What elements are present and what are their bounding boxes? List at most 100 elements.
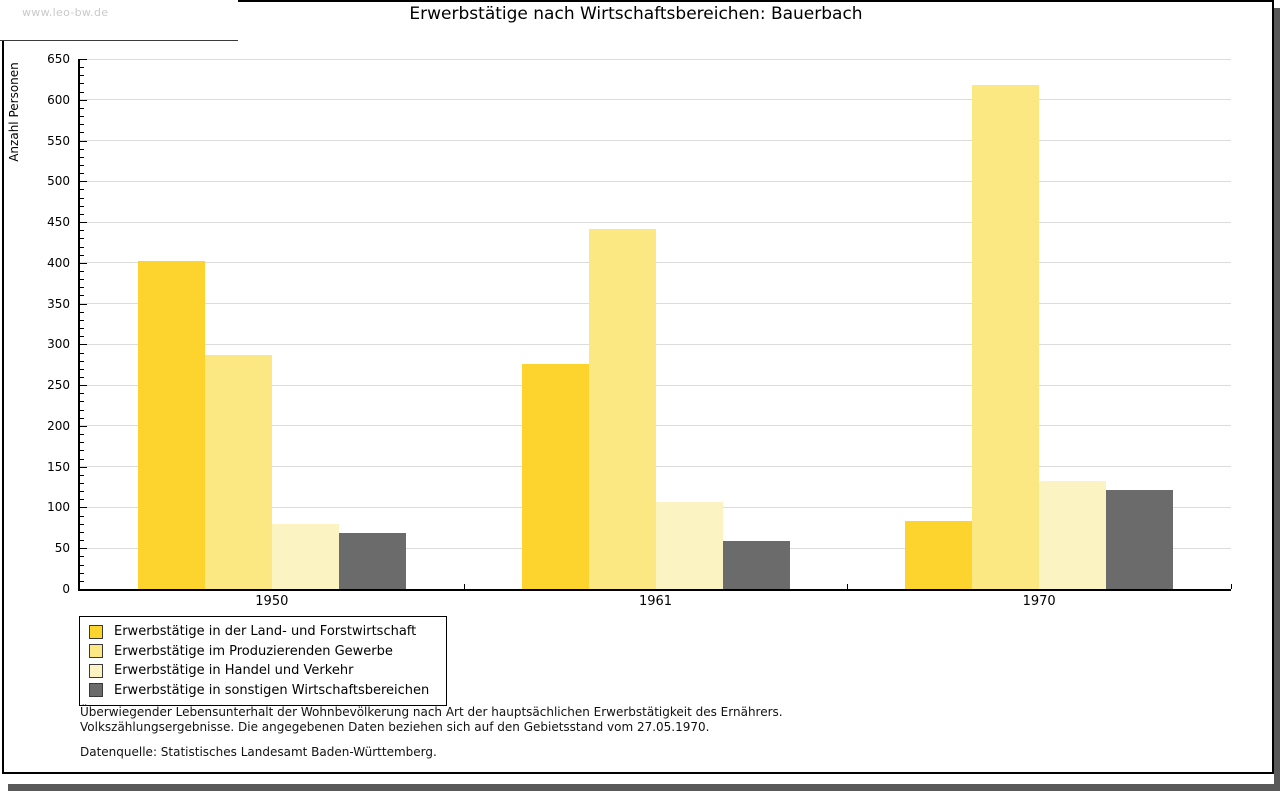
y-minor-tick xyxy=(80,474,84,476)
bar-1961-series-1 xyxy=(521,363,589,589)
bar-1950-series-3 xyxy=(271,523,339,589)
watermark-tab: www.leo-bw.de xyxy=(0,0,238,41)
y-minor-tick xyxy=(80,107,84,109)
y-minor-tick xyxy=(80,572,84,574)
y-tick-label: 100 xyxy=(47,500,70,515)
y-minor-tick xyxy=(80,254,84,256)
y-major-tick xyxy=(80,140,87,142)
y-axis-line xyxy=(78,59,80,591)
y-minor-tick xyxy=(80,311,84,313)
y-minor-tick xyxy=(80,295,84,297)
bar-1961-series-2 xyxy=(588,229,656,589)
y-minor-tick xyxy=(80,499,84,501)
y-minor-tick xyxy=(80,491,84,493)
y-minor-tick xyxy=(80,205,84,207)
y-tick-label: 150 xyxy=(47,459,70,474)
watermark-text: www.leo-bw.de xyxy=(22,6,109,19)
y-major-tick xyxy=(80,344,87,346)
y-minor-tick xyxy=(80,189,84,191)
y-tick-label: 500 xyxy=(47,174,70,189)
gridline-300 xyxy=(80,343,1231,345)
bar-1950-series-4 xyxy=(338,532,406,589)
y-minor-tick xyxy=(80,417,84,419)
y-minor-tick xyxy=(80,246,84,248)
bar-1970-series-4 xyxy=(1106,489,1174,589)
x-tick-label-1950: 1950 xyxy=(255,594,289,609)
legend-swatch-icon xyxy=(89,683,103,698)
y-minor-tick xyxy=(80,271,84,272)
y-tick-label: 400 xyxy=(47,255,70,270)
bar-1950-series-1 xyxy=(137,261,205,589)
y-major-tick xyxy=(80,548,87,550)
panel-shadow-right xyxy=(1274,8,1280,791)
legend-label: Erwerbstätige im Produzierenden Gewerbe xyxy=(114,643,393,659)
y-minor-tick xyxy=(80,515,84,517)
y-tick-label: 0 xyxy=(62,582,70,596)
y-minor-tick xyxy=(80,116,84,118)
y-minor-tick xyxy=(80,458,84,460)
legend-row-3: Erwerbstätige in Handel und Verkehr xyxy=(89,661,442,681)
footnote-line-1: Überwiegender Lebensunterhalt der Wohnbe… xyxy=(80,705,783,719)
legend-label: Erwerbstätige in der Land- und Forstwirt… xyxy=(114,624,417,640)
gridline-350 xyxy=(80,303,1231,305)
y-minor-tick xyxy=(80,197,84,199)
legend-row-4: Erwerbstätige in sonstigen Wirtschaftsbe… xyxy=(89,681,442,701)
y-minor-tick xyxy=(80,132,84,134)
y-minor-tick xyxy=(80,91,84,93)
y-major-tick xyxy=(80,425,87,427)
y-minor-tick xyxy=(80,124,84,126)
legend-swatch-icon xyxy=(89,644,103,659)
legend-swatch-icon xyxy=(89,663,103,678)
y-major-tick xyxy=(80,181,87,183)
gridline-400 xyxy=(80,262,1231,264)
legend-row-2: Erwerbstätige im Produzierenden Gewerbe xyxy=(89,642,442,662)
y-minor-tick xyxy=(80,328,84,330)
footnote-line-2: Volkszählungsergebnisse. Die angegebenen… xyxy=(80,719,710,734)
y-minor-tick xyxy=(80,368,84,370)
y-tick-label: 650 xyxy=(47,52,70,66)
gridline-650 xyxy=(80,58,1231,60)
gridline-550 xyxy=(80,140,1231,142)
y-minor-tick xyxy=(80,148,84,150)
gridline-500 xyxy=(80,180,1231,182)
bar-1961-series-3 xyxy=(655,501,723,589)
y-tick-label: 250 xyxy=(47,378,70,393)
legend-row-1: Erwerbstätige in der Land- und Forstwirt… xyxy=(89,622,442,642)
y-major-tick xyxy=(80,385,87,387)
y-major-tick xyxy=(80,507,87,509)
y-minor-tick xyxy=(80,377,84,378)
y-minor-tick xyxy=(80,360,84,362)
y-minor-tick xyxy=(80,352,84,354)
y-minor-tick xyxy=(80,442,84,444)
legend: Erwerbstätige in der Land- und Forstwirt… xyxy=(79,616,447,706)
gridline-200 xyxy=(80,425,1231,427)
y-major-tick xyxy=(80,99,87,101)
x-tick-label-1961: 1961 xyxy=(638,594,673,609)
gridline-600 xyxy=(80,99,1231,101)
gridline-450 xyxy=(80,221,1231,223)
y-tick-label: 300 xyxy=(47,337,70,352)
y-major-tick xyxy=(80,466,87,468)
y-minor-tick xyxy=(80,540,84,542)
y-tick-label: 550 xyxy=(47,133,70,148)
y-minor-tick xyxy=(80,556,84,558)
x-boundary-tick xyxy=(1231,584,1232,589)
y-minor-tick xyxy=(80,213,84,215)
y-minor-tick xyxy=(80,531,84,533)
y-minor-tick xyxy=(80,67,84,69)
chart-title: Erwerbstätige nach Wirtschaftsbereichen:… xyxy=(409,4,863,24)
y-tick-label: 200 xyxy=(47,418,70,433)
y-minor-tick xyxy=(80,409,84,411)
footnotes: Überwiegender Lebensunterhalt der Wohnbe… xyxy=(80,705,783,760)
panel-shadow-bottom xyxy=(8,784,1280,791)
y-minor-tick xyxy=(80,450,84,452)
legend-swatch-icon xyxy=(89,624,103,639)
x-tick-label-1970: 1970 xyxy=(1022,594,1056,609)
y-minor-tick xyxy=(80,279,84,281)
y-minor-tick xyxy=(80,287,84,289)
y-major-tick xyxy=(80,222,87,224)
y-major-tick xyxy=(80,303,87,305)
y-minor-tick xyxy=(80,401,84,403)
